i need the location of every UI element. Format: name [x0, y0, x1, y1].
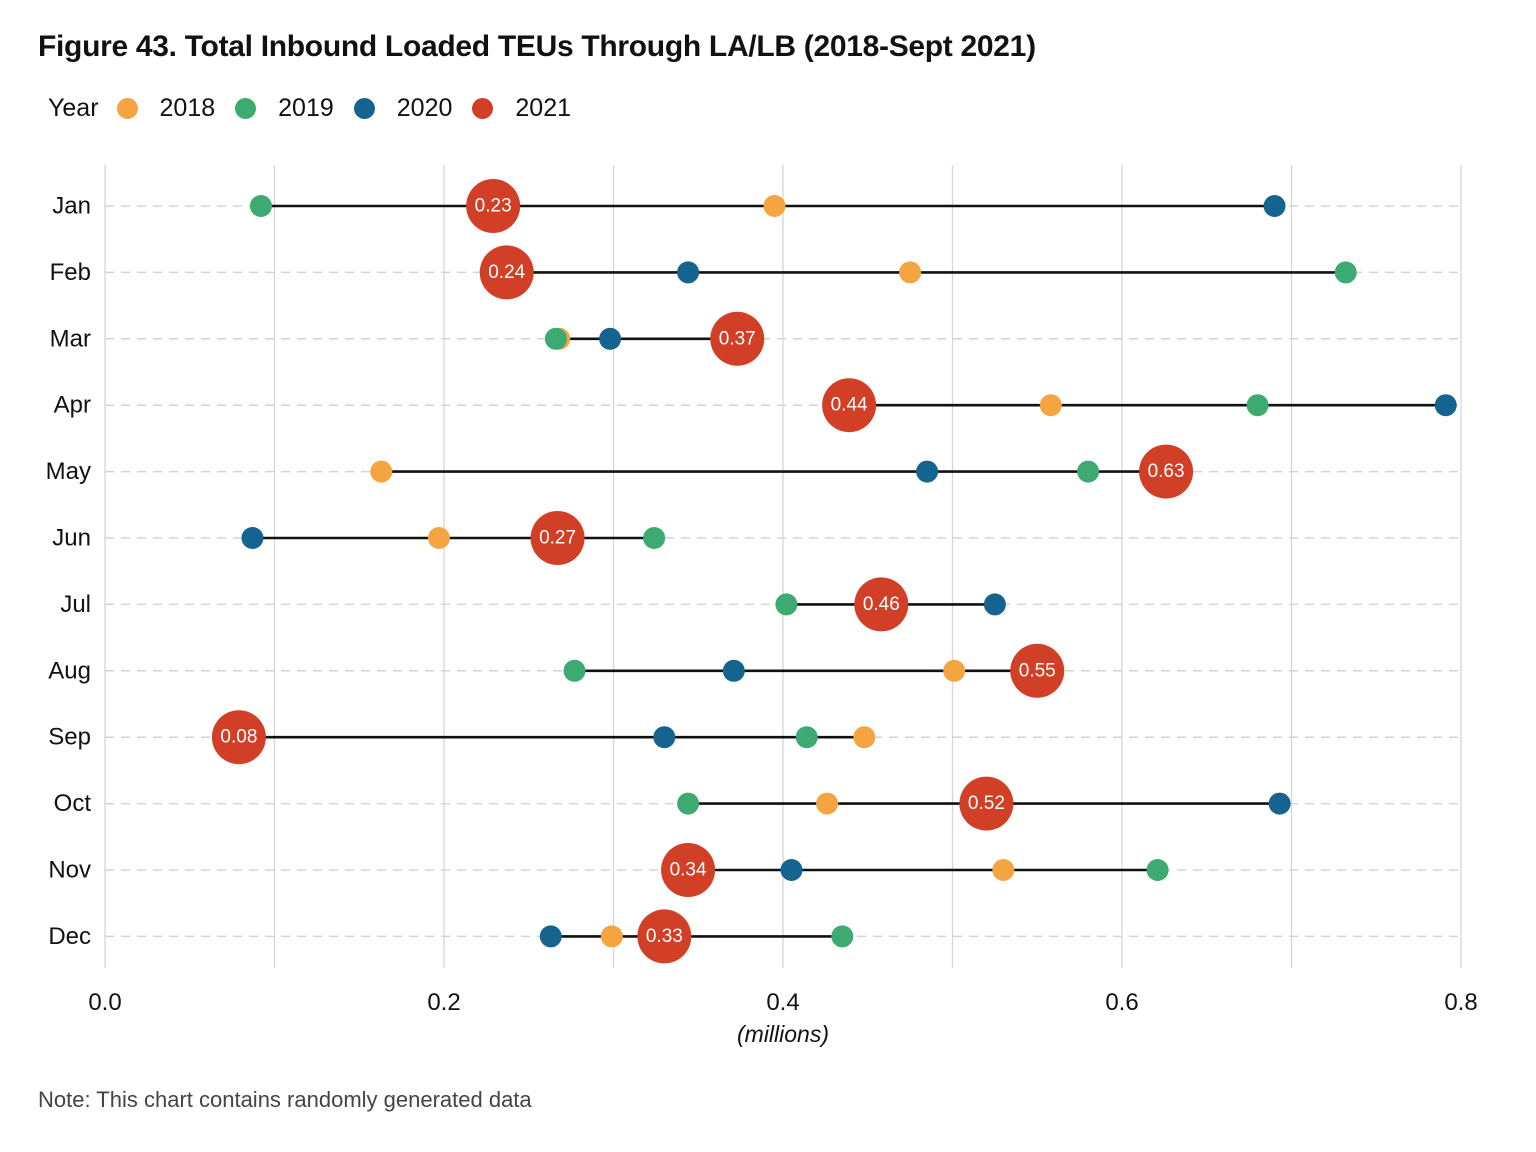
- point-2019-nov: [1146, 859, 1169, 881]
- legend-swatch-2018: [116, 97, 138, 119]
- legend-item-2018: 2018: [116, 93, 216, 123]
- chart-title: Figure 43. Total Inbound Loaded TEUs Thr…: [38, 30, 1036, 63]
- point-2020-apr: [1434, 394, 1457, 417]
- point-2021-nov: [661, 843, 716, 897]
- y-tick-jan: Jan: [52, 193, 91, 220]
- point-2018-may: [370, 460, 393, 483]
- x-tick-0-2: 0.2: [427, 989, 460, 1016]
- point-2021-mar: [710, 311, 765, 366]
- legend-label-2021: 2021: [515, 93, 572, 122]
- point-2018-jan: [763, 195, 786, 217]
- point-2018-sep: [853, 726, 876, 749]
- y-tick-aug: Aug: [48, 657, 91, 684]
- data-label-2021-mar: 0.37: [719, 328, 756, 349]
- point-2019-apr: [1246, 394, 1269, 417]
- point-2018-dec: [600, 925, 623, 948]
- point-2019-may: [1077, 460, 1100, 483]
- y-tick-mar: Mar: [50, 325, 91, 352]
- point-2020-feb: [677, 261, 700, 284]
- point-2021-oct: [959, 776, 1014, 831]
- y-tick-jul: Jul: [60, 591, 91, 618]
- legend-item-2020: 2020: [353, 93, 453, 123]
- legend-label-2020: 2020: [396, 93, 453, 122]
- y-tick-may: May: [46, 458, 91, 485]
- point-2019-jul: [775, 593, 798, 616]
- point-2021-apr: [822, 378, 877, 433]
- point-2020-nov: [780, 859, 803, 881]
- point-2019-dec: [831, 925, 854, 948]
- point-2018-aug: [943, 659, 966, 682]
- point-2021-sep: [211, 710, 266, 765]
- data-label-2021-dec: 0.33: [646, 926, 683, 947]
- point-2020-oct: [1268, 792, 1291, 815]
- point-2019-oct: [677, 792, 700, 815]
- point-2018-oct: [816, 792, 839, 815]
- legend-label-2018: 2018: [159, 93, 216, 122]
- data-label-2021-jan: 0.23: [475, 196, 512, 217]
- point-2021-dec: [637, 909, 692, 964]
- data-label-2021-sep: 0.08: [220, 727, 257, 748]
- data-label-2021-oct: 0.52: [968, 793, 1005, 814]
- x-tick-0-0: 0.0: [88, 989, 121, 1016]
- legend-item-2021: 2021: [472, 94, 571, 123]
- point-2021-jan: [466, 179, 521, 233]
- point-2020-sep: [653, 726, 676, 749]
- point-2019-feb: [1334, 261, 1357, 284]
- point-2018-nov: [992, 859, 1015, 881]
- point-2021-may: [1139, 444, 1194, 499]
- point-2020-aug: [722, 659, 745, 682]
- point-2019-aug: [563, 659, 586, 682]
- chart-note: Note: This chart contains randomly gener…: [38, 1087, 532, 1112]
- point-2019-jan: [249, 195, 272, 217]
- data-label-2021-feb: 0.24: [488, 262, 525, 283]
- point-2020-may: [916, 460, 939, 483]
- x-axis-title: (millions): [737, 1021, 829, 1047]
- point-2021-jun: [530, 511, 585, 565]
- point-2021-aug: [1010, 643, 1065, 698]
- point-2021-jul: [854, 577, 909, 632]
- x-tick-0-8: 0.8: [1444, 989, 1477, 1016]
- data-label-2021-jun: 0.27: [539, 528, 576, 549]
- data-label-2021-jul: 0.46: [863, 594, 900, 615]
- data-label-2021-aug: 0.55: [1019, 660, 1056, 681]
- point-2019-jun: [643, 527, 666, 549]
- y-tick-jun: Jun: [52, 525, 91, 552]
- y-tick-oct: Oct: [54, 790, 92, 817]
- y-tick-nov: Nov: [48, 857, 91, 884]
- point-2018-feb: [899, 261, 922, 284]
- data-label-2021-apr: 0.44: [831, 395, 868, 416]
- point-2020-jul: [983, 593, 1006, 616]
- legend-swatch-2021: [472, 97, 494, 119]
- legend-swatch-2020: [353, 97, 375, 119]
- point-2019-mar: [544, 327, 567, 350]
- x-tick-0-6: 0.6: [1105, 989, 1138, 1016]
- data-label-2021-may: 0.63: [1148, 461, 1185, 482]
- y-tick-sep: Sep: [48, 724, 91, 751]
- y-tick-dec: Dec: [48, 923, 91, 950]
- x-tick-0-4: 0.4: [766, 989, 799, 1016]
- legend-swatch-2019: [235, 97, 257, 119]
- point-2019-sep: [795, 726, 818, 749]
- legend: Year 2018 2019 2020 2021: [48, 90, 591, 126]
- point-2020-dec: [539, 925, 562, 948]
- point-2021-feb: [479, 245, 534, 300]
- legend-label-2019: 2019: [278, 93, 334, 122]
- legend-item-2019: 2019: [235, 94, 334, 123]
- legend-title: Year: [48, 93, 99, 122]
- data-label-2021-nov: 0.34: [670, 860, 707, 881]
- point-2020-jan: [1263, 195, 1286, 217]
- point-2020-jun: [241, 527, 264, 549]
- point-2020-mar: [599, 327, 622, 350]
- dumbbell-chart: 0.0 0.2 0.4 0.6 0.8 (millions) Jan Feb Mar Apr May…: [46, 165, 1478, 1047]
- point-2018-jun: [427, 527, 450, 549]
- y-tick-apr: Apr: [54, 392, 91, 419]
- y-tick-feb: Feb: [50, 259, 91, 286]
- point-2018-apr: [1039, 394, 1062, 417]
